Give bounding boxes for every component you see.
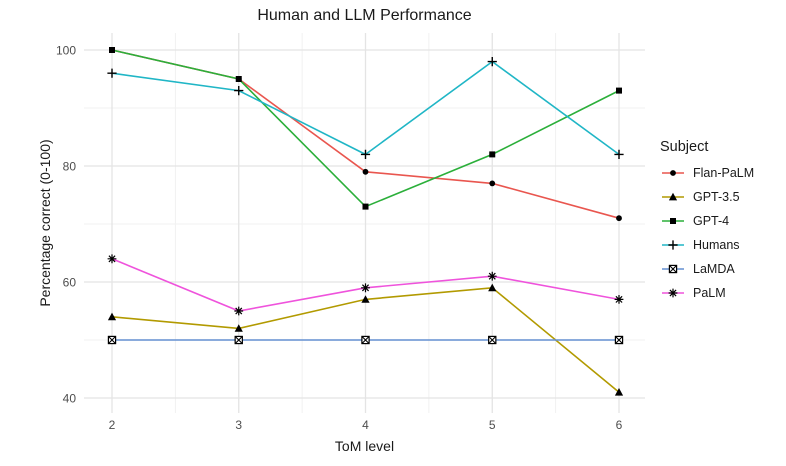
legend-marker-GPT-3.5 [668,192,678,201]
data-point-GPT-4 [616,87,622,94]
y-tick-label: 100 [56,44,76,58]
legend-marker-Flan-PaLM [670,170,676,176]
legend-item-LaMDA: LaMDA [660,262,754,276]
data-point-PaLM [614,294,624,304]
data-point-GPT-3.5 [107,312,117,321]
data-point-LaMDA [234,335,243,345]
data-point-Flan-PaLM [362,168,369,175]
x-axis-title: ToM level [334,438,395,454]
data-point-GPT-4 [489,151,496,158]
legend-label: GPT-3.5 [693,190,740,204]
x-tick-label: 5 [489,418,496,432]
legend-items: Flan-PaLM GPT-3.5 GPT-4 Humans LaMDA PaLM [660,166,754,300]
data-point-GPT-4 [235,76,242,82]
y-tick-label: 60 [63,276,77,290]
legend-label: Humans [693,238,740,252]
legend-title: Subject [660,139,709,155]
chart-title: Human and LLM Performance [257,7,472,24]
legend-label: Flan-PaLM [693,166,755,180]
data-point-Humans [234,85,244,96]
data-point-GPT-4 [109,47,115,53]
x-tick-label: 4 [362,418,369,432]
legend-key-asterisk-icon [662,288,684,298]
data-point-GPT-3.5 [614,388,624,396]
data-point-Humans [614,149,624,159]
x-tick-label: 2 [109,418,116,432]
data-point-PaLM [487,271,497,281]
data-point-LaMDA [361,335,370,345]
legend-key-circle-icon [662,170,684,176]
data-point-PaLM [361,283,370,293]
legend-key-square-icon [662,218,684,224]
legend-label: PaLM [693,286,726,300]
x-tick-label: 3 [235,418,242,432]
data-point-Flan-PaLM [489,180,496,187]
data-point-LaMDA [107,335,117,345]
data-point-PaLM [107,254,117,264]
y-tick-label: 80 [63,160,77,174]
legend-marker-LaMDA [668,264,678,274]
legend-marker-GPT-4 [670,218,676,224]
data-point-GPT-4 [362,203,369,210]
legend-marker-Humans [668,240,678,250]
legend-key-triangle-icon [662,192,684,201]
legend-item-Humans: Humans [660,238,754,252]
data-point-LaMDA [614,335,624,345]
y-tick-label: 40 [63,392,77,406]
data-point-Humans [360,149,371,159]
data-point-LaMDA [488,335,497,345]
data-point-GPT-3.5 [488,283,497,292]
data-point-GPT-3.5 [234,324,243,332]
legend-item-Flan-PaLM: Flan-PaLM [660,166,754,180]
legend-item-PaLM: PaLM [660,286,754,300]
legend: Subject Flan-PaLM GPT-3.5 GPT-4 Humans LaMDA… [660,139,754,300]
legend-key-square-x-icon [662,264,684,274]
data-point-GPT-3.5 [361,295,370,303]
legend-label: LaMDA [693,262,735,276]
legend-key-plus-icon [662,240,684,250]
legend-item-GPT-4: GPT-4 [660,214,754,228]
data-point-Flan-PaLM [616,215,622,222]
legend-label: GPT-4 [693,214,730,228]
data-point-Humans [487,56,497,67]
data-point-PaLM [234,306,244,316]
data-point-Humans [107,68,117,78]
x-tick-label: 6 [616,418,623,432]
legend-item-GPT-3.5: GPT-3.5 [660,190,754,204]
legend-marker-PaLM [668,288,678,298]
